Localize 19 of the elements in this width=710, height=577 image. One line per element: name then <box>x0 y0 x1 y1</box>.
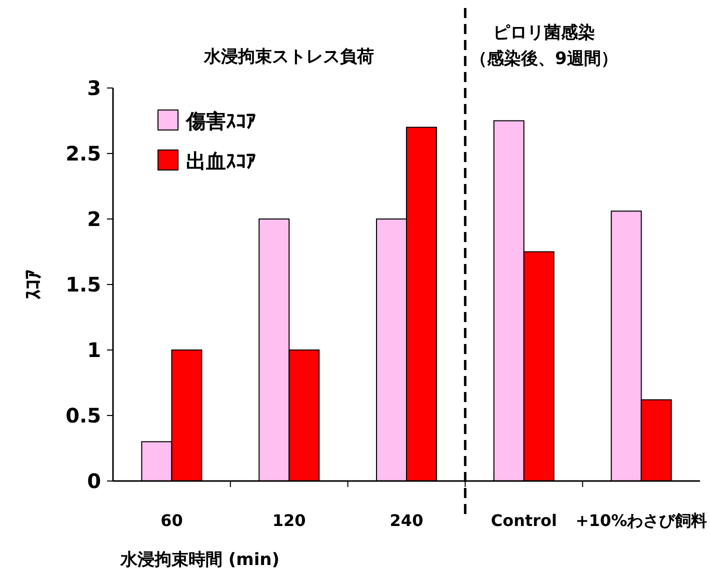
text: 水浸拘束ストレス負荷 <box>203 47 374 67</box>
x-axis-title: 水浸拘束時間 (min) <box>119 550 280 570</box>
legend-label: 傷害ｽｺｱ <box>185 109 256 133</box>
y-tick-label: 0 <box>87 469 101 493</box>
x-tick-label: +10%わさび飼料 <box>575 511 708 530</box>
y-tick-label: 1 <box>87 338 101 362</box>
y-tick-label: 0.5 <box>66 404 101 428</box>
legend-label: 出血ｽｺｱ <box>186 149 256 173</box>
x-tick-label: 60 <box>160 511 183 530</box>
y-tick-label: 2.5 <box>66 142 101 166</box>
text: （感染後、9週間） <box>470 49 618 69</box>
y-tick-label: 1.5 <box>66 272 101 296</box>
x-tick-label: 240 <box>390 511 424 530</box>
x-tick-label: 120 <box>272 511 306 530</box>
y-axis-title: ｽｺｱ <box>21 270 45 300</box>
y-tick-label: 3 <box>87 76 101 100</box>
x-tick-label: Control <box>490 511 557 530</box>
y-tick-label: 2 <box>87 207 101 231</box>
text: ピロリ菌感染 <box>492 23 595 43</box>
